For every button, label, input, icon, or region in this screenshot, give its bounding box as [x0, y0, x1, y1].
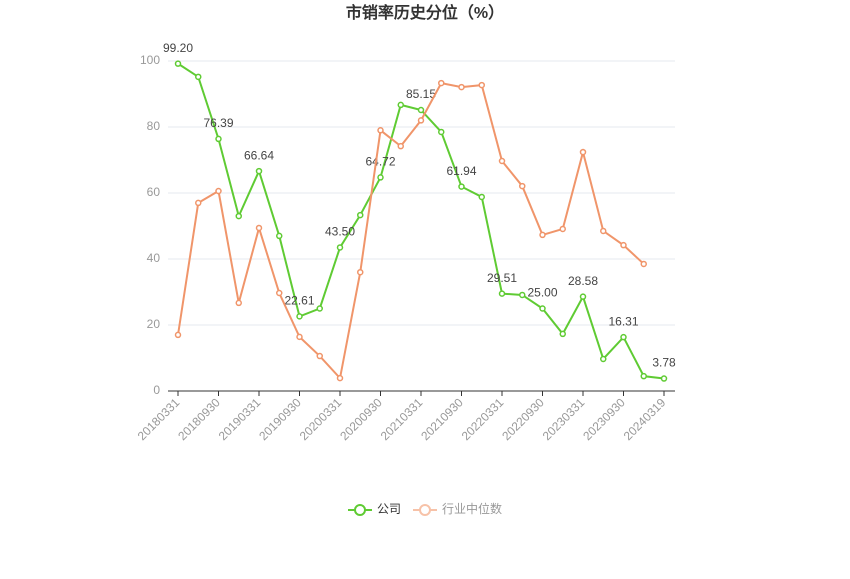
data-label: 16.31 [608, 314, 638, 328]
point [519, 182, 526, 190]
point [579, 293, 587, 300]
point [336, 374, 344, 382]
point [600, 227, 607, 235]
point [640, 372, 647, 380]
x-tick-label: 20200331 [297, 395, 345, 443]
data-label: 61.94 [446, 164, 476, 178]
point [539, 231, 546, 239]
point [195, 73, 202, 81]
point [215, 135, 222, 143]
x-tick-label: 20220331 [459, 395, 507, 443]
point [640, 260, 647, 268]
point [519, 291, 526, 299]
x-tick-label: 20230930 [580, 395, 628, 443]
point [255, 167, 263, 175]
y-tick-label: 20 [147, 317, 161, 331]
point [539, 305, 546, 312]
point [174, 60, 182, 67]
data-label: 64.72 [365, 155, 395, 169]
point [660, 375, 668, 382]
point [276, 232, 283, 240]
x-tick-label: 20210930 [418, 395, 466, 443]
point [357, 268, 364, 276]
point [498, 157, 506, 165]
point [417, 106, 425, 114]
point [620, 241, 627, 249]
point [559, 225, 566, 233]
point [296, 333, 303, 341]
legend-marker [354, 504, 366, 516]
data-label: 3.78 [652, 356, 676, 370]
x-tick-label: 20230331 [540, 395, 588, 443]
point [296, 313, 303, 320]
point [600, 355, 607, 363]
point [397, 101, 404, 109]
legend-label: 行业中位数 [442, 501, 502, 516]
data-label: 25.00 [527, 286, 557, 300]
data-label: 99.20 [163, 41, 193, 55]
point [215, 187, 222, 195]
data-label: 22.61 [284, 294, 314, 308]
series-line [177, 81, 645, 381]
x-tick-label: 20190930 [256, 395, 304, 443]
point [316, 352, 323, 360]
point [235, 212, 242, 220]
point [620, 333, 627, 341]
x-tick-label: 20240319 [621, 395, 669, 443]
point [417, 117, 425, 124]
x-tick-label: 20200930 [337, 395, 385, 443]
point [478, 81, 485, 89]
point [397, 142, 404, 150]
y-tick-label: 0 [153, 383, 160, 397]
chart-title: 市销率历史分位（%） [346, 3, 504, 22]
y-tick-label: 60 [147, 185, 161, 199]
data-label: 85.15 [406, 87, 436, 101]
point [357, 211, 364, 219]
legend-label: 公司 [377, 502, 401, 516]
y-tick-label: 80 [147, 119, 161, 133]
point [195, 199, 202, 207]
legend-item: 公司 [348, 502, 401, 516]
point [316, 305, 323, 312]
point [377, 174, 384, 181]
point [498, 290, 506, 297]
x-tick-label: 20210331 [378, 395, 426, 443]
point [559, 330, 566, 338]
x-tick-label: 20190331 [216, 395, 264, 443]
data-label: 66.64 [244, 148, 274, 162]
point [438, 128, 445, 136]
data-label: 76.39 [203, 116, 233, 130]
legend-marker [419, 504, 431, 516]
y-tick-label: 40 [147, 251, 161, 265]
data-label: 29.51 [487, 271, 517, 285]
x-tick-label: 20180930 [175, 395, 223, 443]
point [235, 299, 242, 307]
point [255, 224, 263, 232]
point [276, 289, 283, 297]
point [438, 79, 445, 87]
data-label: 43.50 [325, 225, 355, 239]
y-tick-label: 100 [140, 53, 160, 67]
x-tick-label: 20180331 [135, 395, 183, 443]
point [377, 127, 384, 134]
point [336, 244, 344, 251]
data-label: 28.58 [568, 274, 598, 288]
point [174, 331, 182, 339]
point [458, 83, 465, 91]
point [478, 193, 485, 201]
legend-item: 行业中位数 [413, 501, 502, 516]
x-tick-label: 20220930 [499, 395, 547, 443]
point [579, 148, 587, 156]
point [458, 183, 465, 190]
